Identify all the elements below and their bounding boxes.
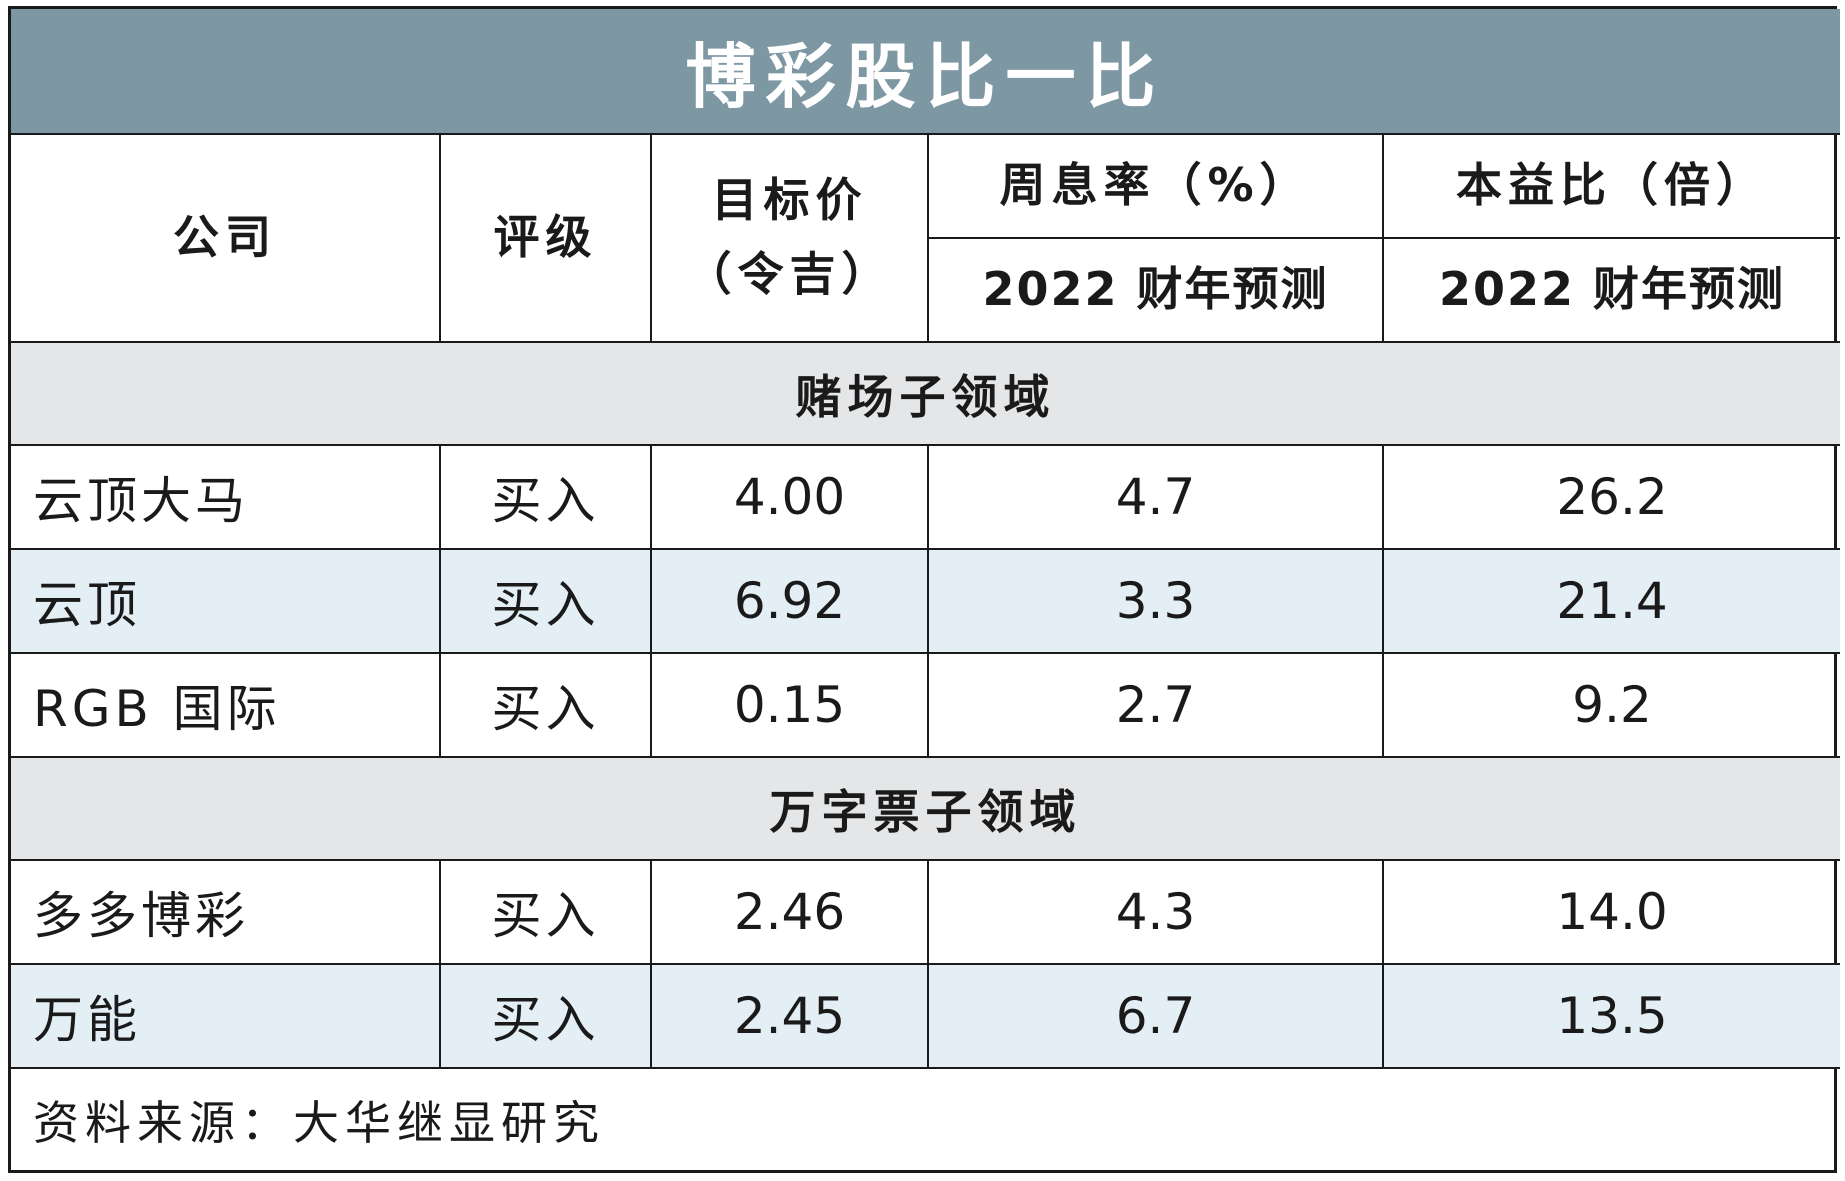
header-target-price-line1: 目标价 (711, 173, 868, 228)
rating-cell: 买入 (439, 548, 652, 654)
rating-cell: 买入 (439, 444, 652, 550)
dividend-yield-cell: 4.3 (927, 859, 1384, 965)
target-price-cell: 0.15 (650, 652, 929, 758)
dividend-yield-cell: 2.7 (927, 652, 1384, 758)
header-row-2: 2022 财年预测 2022 财年预测 (11, 237, 1840, 343)
target-price-cell: 2.46 (650, 859, 929, 965)
header-rating: 评级 (439, 133, 652, 343)
comparison-table-frame: 博彩股比一比 公司 评级 目标价 （令吉） 周息率（%） 本益比（倍） 2022… (8, 6, 1840, 1173)
target-price-cell: 4.00 (650, 444, 929, 550)
company-name: 万能 (11, 963, 441, 1069)
company-name: 云顶大马 (11, 444, 441, 550)
header-target-price-line2: （令吉） (685, 247, 894, 301)
header-pe-forecast: 2022 财年预测 (1382, 237, 1840, 343)
company-name: 云顶 (11, 548, 441, 654)
target-price-cell: 2.45 (650, 963, 929, 1069)
table-row: RGB 国际 买入 0.15 2.7 9.2 (11, 652, 1840, 758)
rating-cell: 买入 (439, 859, 652, 965)
header-row-1: 公司 评级 目标价 （令吉） 周息率（%） 本益比（倍） (11, 133, 1840, 343)
pe-ratio-cell: 13.5 (1382, 963, 1840, 1069)
table-row: 云顶 买入 6.92 3.3 21.4 (11, 548, 1840, 654)
table-row: 云顶大马 买入 4.00 4.7 26.2 (11, 444, 1840, 550)
section-row-casino: 赌场子领域 (11, 341, 1840, 446)
table-row: 多多博彩 买入 2.46 4.3 14.0 (11, 859, 1840, 965)
rating-cell: 买入 (439, 652, 652, 758)
section-label: 万字票子领域 (11, 756, 1840, 861)
pe-ratio-cell: 26.2 (1382, 444, 1840, 550)
header-dividend-forecast: 2022 财年预测 (928, 237, 1384, 343)
company-name: RGB 国际 (11, 652, 441, 758)
header-dividend-yield: 周息率（%） (927, 133, 1384, 239)
gaming-stocks-table: 博彩股比一比 公司 评级 目标价 （令吉） 周息率（%） 本益比（倍） 2022… (11, 9, 1840, 1171)
header-company: 公司 (11, 133, 441, 343)
section-label: 赌场子领域 (11, 341, 1840, 446)
source-note: 资料来源：大华继显研究 (11, 1067, 1840, 1171)
rating-cell: 买入 (439, 963, 652, 1069)
table-row: 万能 买入 2.45 6.7 13.5 (11, 963, 1840, 1069)
dividend-yield-cell: 4.7 (927, 444, 1384, 550)
header-target-price: 目标价 （令吉） (650, 133, 929, 343)
pe-ratio-cell: 9.2 (1382, 652, 1840, 758)
pe-ratio-cell: 14.0 (1382, 859, 1840, 965)
section-row-4d: 万字票子领域 (11, 756, 1840, 861)
header-pe-ratio: 本益比（倍） (1382, 133, 1840, 239)
pe-ratio-cell: 21.4 (1382, 548, 1840, 654)
target-price-cell: 6.92 (650, 548, 929, 654)
dividend-yield-cell: 3.3 (927, 548, 1384, 654)
source-row: 资料来源：大华继显研究 (11, 1067, 1840, 1171)
dividend-yield-cell: 6.7 (927, 963, 1384, 1069)
company-name: 多多博彩 (11, 859, 441, 965)
table-title: 博彩股比一比 (11, 9, 1840, 135)
title-row: 博彩股比一比 (11, 9, 1840, 135)
